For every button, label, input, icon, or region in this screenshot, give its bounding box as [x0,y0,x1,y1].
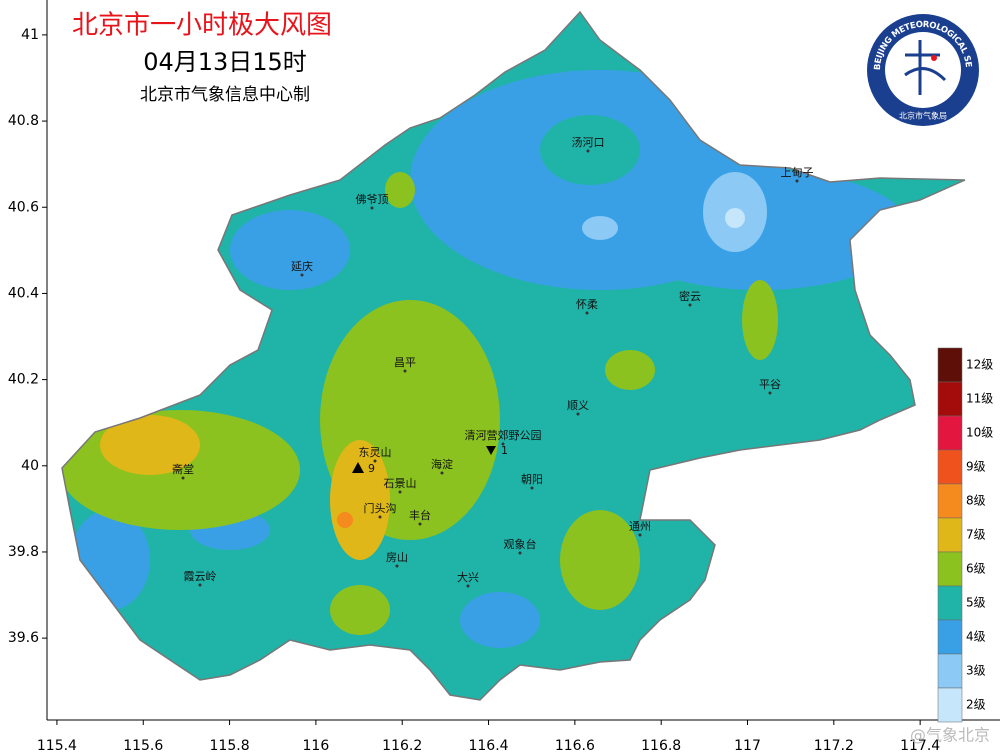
place-label: 石景山 [384,477,417,490]
legend-swatch [937,551,963,587]
wind-field [61,11,966,701]
place-dot [518,551,522,555]
legend-swatch [937,585,963,621]
station-marker [486,446,496,455]
x-tick-label: 116.2 [382,738,422,754]
place-label: 顺义 [567,399,589,412]
place-label: 上甸子 [781,166,814,179]
place-label: 密云 [679,289,701,303]
place-label: 斋堂 [172,462,194,476]
map-time: 04月13日15时 [143,48,307,76]
place-dot [418,522,422,526]
legend-label: 9级 [966,460,986,474]
place-label: 房山 [386,551,408,564]
y-tick-label: 39.6 [8,630,39,646]
place-label: 大兴 [457,570,479,584]
place-dot [795,179,799,183]
place-label: 怀柔 [576,298,598,311]
place-dot [370,206,374,210]
map-title: 北京市一小时极大风图 [72,11,332,41]
place-label: 通州 [629,520,651,533]
legend-swatch [937,483,963,519]
legend-swatch [937,415,963,451]
x-tick-label: 117.4 [900,738,940,754]
place-dot [398,490,402,494]
legend-label: 2级 [966,698,986,712]
y-tick-label: 39.8 [8,544,39,560]
x-tick-label: 116 [303,738,330,754]
place-label: 平谷 [759,378,781,391]
place-dot [530,486,534,490]
place-label: 延庆 [291,259,313,273]
legend-swatch [937,619,963,655]
legend-swatch [937,653,963,689]
place-dot [576,412,580,416]
legend-label: 3级 [966,664,986,678]
place-dot [585,311,589,315]
place-dot [403,369,407,373]
y-tick-label: 41 [21,27,39,43]
place-dot [181,476,185,480]
place-dot [300,273,304,277]
legend-label: 5级 [966,596,986,610]
legend: 12级 11级 10级 9级 8级 7级 6级 5级 4级 3级 2级 [937,347,993,723]
legend-label: 8级 [966,494,986,508]
x-tick-label: 116.8 [641,738,681,754]
place-dot [501,442,505,446]
place-dot [586,149,590,153]
place-dot [395,564,399,568]
legend-label: 7级 [966,528,986,542]
place-label: 清河营郊野公园 [465,428,542,442]
place-label: 汤河口 [572,135,605,149]
place-label: 霞云岭 [184,569,217,583]
legend-swatch [937,449,963,485]
x-tick-label: 117 [734,738,761,754]
place-dot [466,584,470,588]
x-tick-label: 115.8 [210,738,250,754]
x-tick-label: 116.6 [555,738,595,754]
x-tick-label: 116.4 [468,738,508,754]
legend-swatch [937,687,963,723]
legend-label: 12级 [966,358,993,372]
legend-swatch [937,517,963,553]
x-tick-label: 117.2 [814,738,854,754]
watermark: @气象北京 [910,726,990,745]
place-dot [688,303,692,307]
y-tick-label: 40 [21,458,39,474]
place-label: 门头沟 [364,501,397,515]
place-label: 丰台 [409,508,431,522]
legend-label: 6级 [966,562,986,576]
legend-swatch [937,347,963,383]
station-label: 1 [501,444,508,457]
place-dot [440,471,444,475]
legend-label: 4级 [966,630,986,644]
legend-swatch [937,381,963,417]
place-label: 观象台 [504,537,537,551]
map-producer: 北京市气象信息中心制 [140,85,310,105]
place-label: 朝阳 [521,473,543,486]
place-dot [638,533,642,537]
station-label: 9 [368,462,375,475]
place-label: 海淀 [431,457,453,471]
logo-org: 北京市气象局 [899,111,947,121]
place-label: 佛爷顶 [356,192,389,206]
x-tick-label: 115.4 [37,738,77,754]
legend-label: 11级 [966,392,993,406]
place-label: 东灵山 [359,446,392,459]
place-dot [378,515,382,519]
axes: 115.4 115.6 115.8 116 116.2 116.4 116.6 116.8 11… [8,0,1000,754]
place-label: 昌平 [394,356,416,369]
station-marker [352,462,364,473]
place-dot [768,391,772,395]
y-tick-label: 40.8 [8,113,39,129]
place-dot [198,583,202,587]
place-dot [373,459,377,463]
y-tick-label: 40.6 [8,199,39,215]
y-tick-label: 40.2 [8,372,39,388]
x-tick-label: 115.6 [123,738,163,754]
legend-label: 10级 [966,426,993,440]
y-tick-label: 40.4 [8,285,39,301]
